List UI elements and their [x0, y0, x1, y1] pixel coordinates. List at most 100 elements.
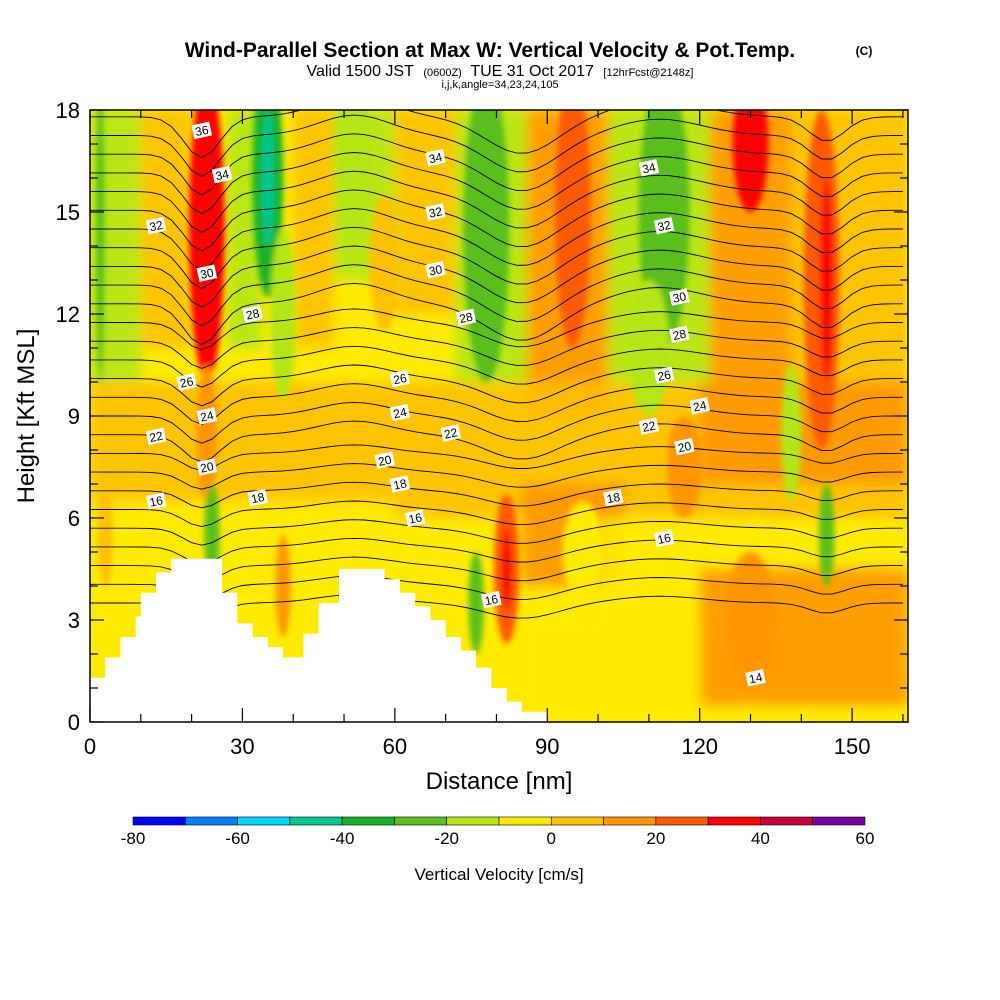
theta-label-text: 32 — [656, 218, 672, 235]
valid-utc: (0600Z) — [423, 67, 462, 79]
theta-label-29: 20 — [674, 437, 695, 456]
theta-contour-2 — [90, 556, 903, 584]
terrain-mask — [90, 558, 908, 722]
theta-label-text: 18 — [250, 490, 266, 507]
theta-label-26: 26 — [653, 366, 675, 384]
theta-label-text: 22 — [148, 429, 164, 446]
theta-label-box — [404, 509, 426, 527]
colorbar-bin-8 — [550, 816, 604, 826]
theta-label-box — [389, 369, 411, 388]
x-tick-label: 150 — [834, 734, 871, 759]
theta-label-box — [653, 216, 675, 235]
theta-label-30: 18 — [603, 488, 624, 507]
theta-label-1: 34 — [211, 165, 233, 183]
theta-label-16: 24 — [389, 403, 411, 422]
theta-label-9: 18 — [247, 488, 268, 507]
x-tick-label: 60 — [383, 734, 407, 759]
colorbar-tick-label: 40 — [751, 829, 770, 848]
theta-label-text: 26 — [392, 371, 408, 388]
theta-label-text: 16 — [656, 531, 672, 548]
theta-label-box — [603, 488, 624, 507]
theta-label-2: 32 — [145, 216, 167, 235]
colorbar: -80 -60 -40 -20 0 20 40 60 — [121, 816, 874, 848]
velocity-cell-12 — [468, 552, 484, 654]
x-tick-label: 90 — [535, 734, 559, 759]
theta-contour-13 — [90, 345, 903, 388]
velocity-cell-21 — [725, 552, 776, 688]
x-tick-label: 0 — [84, 734, 96, 759]
theta-label-box — [638, 159, 660, 177]
chart-title-suffix: (C) — [856, 44, 873, 58]
theta-label-box — [145, 492, 167, 510]
section-indices: i,j,k,angle=34,23,24,105 — [441, 79, 558, 91]
theta-label-text: 22 — [641, 418, 657, 435]
theta-label-4: 28 — [242, 305, 263, 323]
colorbar-bin-9 — [603, 816, 657, 826]
x-axis: 0 30 60 90 120 150 — [84, 110, 904, 759]
velocity-cell-7 — [270, 229, 296, 399]
theta-label-box — [745, 669, 766, 687]
theta-label-box — [669, 288, 690, 306]
theta-label-box — [425, 148, 446, 167]
theta-label-text: 24 — [199, 408, 215, 425]
theta-label-text: 18 — [605, 490, 621, 507]
velocity-cell-6 — [261, 110, 274, 246]
theta-label-text: 26 — [656, 367, 672, 384]
theta-label-text: 20 — [377, 452, 393, 469]
theta-label-box — [176, 373, 197, 391]
theta-contour-26 — [90, 110, 903, 159]
theta-contour-4 — [90, 519, 903, 546]
theta-label-box — [196, 458, 218, 476]
theta-contour-19 — [90, 226, 903, 290]
x-axis-label: Distance [nm] — [426, 768, 573, 795]
theta-contour-22 — [90, 170, 903, 233]
theta-label-8: 20 — [196, 458, 218, 476]
theta-label-text: 34 — [641, 160, 657, 177]
y-tick-label: 9 — [68, 404, 80, 429]
theta-label-text: 24 — [392, 405, 408, 422]
theta-label-text: 20 — [677, 439, 693, 456]
theta-label-box — [674, 437, 695, 456]
velocity-cell-14 — [501, 528, 512, 610]
theta-contour-6 — [90, 481, 903, 509]
theta-label-box — [389, 475, 411, 493]
theta-label-21: 16 — [481, 590, 502, 609]
theta-contour-3 — [90, 537, 903, 565]
theta-contour-9 — [90, 420, 903, 463]
theta-label-box — [638, 417, 660, 435]
theta-contour-23 — [90, 152, 903, 215]
theta-label-box — [247, 488, 268, 507]
theta-label-text: 30 — [199, 265, 215, 282]
theta-label-32: 14 — [745, 669, 766, 687]
velocity-cell-9 — [336, 110, 372, 246]
theta-label-text: 32 — [148, 218, 164, 235]
theta-contour-20 — [90, 208, 903, 271]
theta-label-28: 22 — [638, 417, 660, 435]
theta-label-box — [653, 529, 675, 548]
theta-label-text: 24 — [692, 398, 708, 415]
theta-label-13: 30 — [425, 261, 446, 279]
colorbar-bin-3 — [289, 816, 343, 826]
theta-label-0: 36 — [191, 121, 213, 139]
theta-contour-14 — [90, 327, 903, 369]
valid-time-line: Valid 1500 JST (0600Z) TUE 31 Oct 2017 [… — [307, 63, 694, 80]
velocity-cell-1 — [97, 484, 113, 586]
velocity-cell-25 — [819, 484, 835, 586]
colorbar-bin-4 — [341, 816, 395, 826]
theta-label-text: 34 — [428, 150, 444, 167]
theta-label-10: 16 — [145, 492, 167, 510]
theta-label-box — [389, 403, 411, 422]
theta-label-box — [196, 407, 218, 425]
velocity-field: 3634323028262422201816343230282624222018… — [90, 110, 908, 722]
theta-label-12: 32 — [425, 203, 446, 221]
colorbar-tick-label: 20 — [646, 829, 665, 848]
colorbar-bin-0 — [132, 816, 186, 826]
theta-label-text: 26 — [179, 374, 195, 391]
theta-contour-5 — [90, 500, 903, 527]
theta-label-text: 30 — [428, 262, 444, 279]
theta-label-6: 24 — [196, 407, 218, 425]
theta-label-box — [242, 305, 263, 323]
theta-label-text: 20 — [199, 459, 215, 476]
theta-label-text: 16 — [483, 592, 499, 609]
y-axis-label: Height [Kft MSL] — [13, 329, 40, 504]
